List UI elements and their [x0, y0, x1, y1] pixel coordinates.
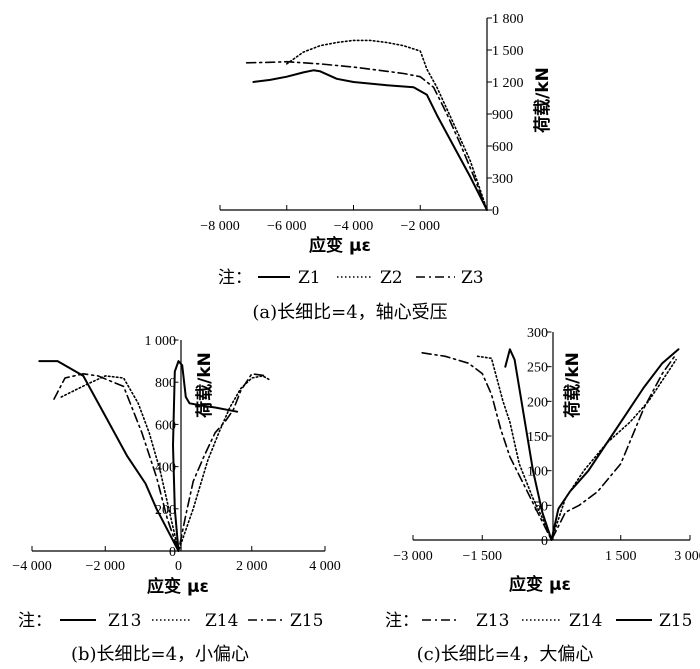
panel-a-ytick-label-6: 1 800	[492, 12, 524, 27]
panel-c-legend-z15: Z15	[659, 611, 692, 631]
panel-c-ytick-label-2: 100	[527, 465, 548, 480]
panel-a-series-z3	[245, 60, 488, 211]
panel-a-caption: (a)长细比=4，轴心受压	[252, 302, 447, 323]
panel-a-xlabel: 应变 με	[309, 235, 371, 256]
panel-a-ytick-label-3: 900	[492, 108, 513, 123]
panel-c-xtick-label-3: 3 000	[674, 549, 700, 564]
panel-c-legend-prefix: 注：	[385, 611, 419, 631]
panel-a-legend-z1: Z1	[298, 268, 321, 288]
panel-c-series-z13	[421, 351, 677, 541]
panel-b-xtick-label-1: −2 000	[86, 559, 125, 574]
panel-c-legend-z13: Z13	[476, 611, 509, 631]
panel-c-ytick-label-3: 150	[527, 430, 548, 445]
panel-a-series-z1	[252, 69, 488, 211]
panel-c-series-z15	[504, 348, 680, 541]
panel-b-legend-z14: Z14	[205, 611, 238, 631]
panel-a-ylabel: 荷载/kN	[532, 67, 553, 133]
panel-c-legend-z14: Z14	[569, 611, 602, 631]
panel-b-legend-prefix: 注：	[18, 611, 52, 631]
panel-a-ytick-label-2: 600	[492, 140, 513, 155]
panel-a-ytick-label-0: 0	[492, 204, 499, 219]
panel-c-xlabel: 应变 με	[509, 574, 571, 595]
panel-b-series-z13	[38, 360, 239, 552]
panel-c-ytick-label-0: 0	[541, 534, 548, 549]
panel-b-ylabel: 荷载/kN	[194, 352, 215, 418]
panel-c-xtick-label-2: 1 500	[605, 549, 637, 564]
panel-c-xtick-label-1: −1 500	[463, 549, 502, 564]
panel-c-xtick-label-0: −3 000	[393, 549, 432, 564]
panel-b-xtick-label-4: 4 000	[309, 559, 341, 574]
panel-b-ytick-label-5: 1 000	[145, 334, 177, 349]
panel-b-ytick-label-4: 800	[155, 376, 176, 391]
panel-b-xtick-label-3: 2 000	[236, 559, 268, 574]
panel-a-xtick-label-1: −6 000	[267, 219, 306, 234]
panel-b-xtick-label-2: 0	[175, 559, 182, 574]
panel-b-xlabel: 应变 με	[147, 576, 209, 597]
panel-a: −8 000 −6 000 −4 000 −2 000 0 300 600 900 1 200 1…	[200, 12, 553, 323]
panel-b-caption: (b)长细比=4，小偏心	[71, 644, 249, 665]
panel-b-legend-z15: Z15	[290, 611, 323, 631]
panel-c-ytick-label-6: 300	[527, 326, 548, 341]
panel-c-ytick-label-4: 200	[527, 395, 548, 410]
panel-b-legend-z13: Z13	[108, 611, 141, 631]
panel-a-legend-z3: Z3	[461, 268, 484, 288]
panel-b-ytick-label-3: 600	[155, 418, 176, 433]
panel-b-xtick-label-0: −4 000	[12, 559, 51, 574]
panel-a-ytick-label-5: 1 500	[492, 44, 524, 59]
panel-a-xtick-label-3: −2 000	[401, 219, 440, 234]
panel-a-ytick-label-4: 1 200	[492, 76, 524, 91]
panel-c-ylabel: 荷载/kN	[562, 352, 583, 418]
panel-c-caption: (c)长细比=4，大偏心	[417, 644, 594, 665]
panel-a-ytick-label-1: 300	[492, 172, 513, 187]
panel-b-ytick-label-0: 0	[169, 545, 176, 560]
panel-a-legend-z2: Z2	[380, 268, 403, 288]
panel-a-xtick-label-2: −4 000	[334, 219, 373, 234]
panel-a-legend-prefix: 注：	[218, 268, 252, 288]
panel-a-series-z2	[285, 39, 488, 211]
panel-a-xtick-label-0: −8 000	[200, 219, 239, 234]
panel-c-ytick-label-5: 250	[527, 361, 548, 376]
